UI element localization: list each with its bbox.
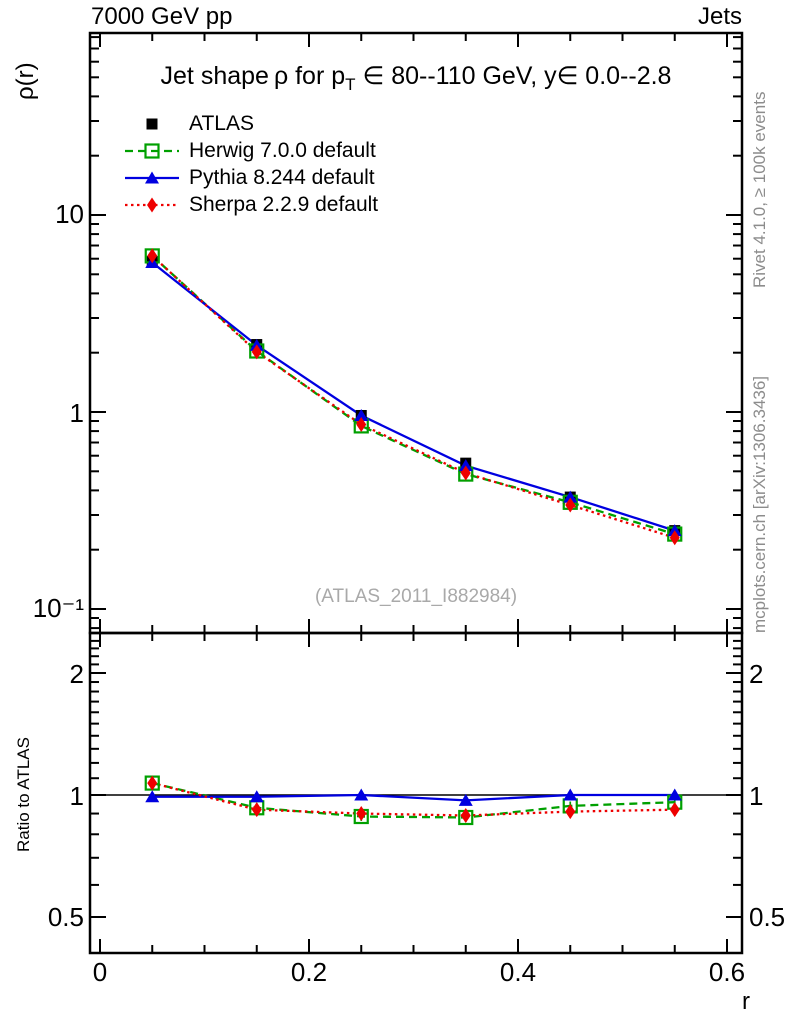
x-axis-label: r xyxy=(742,988,750,1015)
plot-title-subscript: T xyxy=(345,75,356,94)
herwig-marker-icon xyxy=(124,142,180,160)
plot-title-post: ∈ 80--110 GeV, y∈ 0.0--2.8 xyxy=(355,62,672,90)
legend-label-sherpa: Sherpa 2.2.9 default xyxy=(189,192,379,216)
plot-title: Jet shape ρ for pT ∈ 80--110 GeV, y∈ 0.0… xyxy=(90,61,742,95)
main-ytick-1: 1 xyxy=(69,398,84,428)
beam-energy-label: 7000 GeV pp xyxy=(91,3,233,30)
legend-label-pythia: Pythia 8.244 default xyxy=(189,165,375,189)
xtick-0: 0 xyxy=(92,957,108,987)
legend-item-atlas: ATLAS xyxy=(124,110,378,137)
ratio-ytick-right-2: 2 xyxy=(749,659,764,689)
main-y-axis-label: ρ(r) xyxy=(12,62,39,100)
ratio-ytick-left-1: 1 xyxy=(69,781,84,811)
pythia-marker-icon xyxy=(124,169,180,187)
ratio-ytick-left-0p5: 0.5 xyxy=(47,902,84,932)
legend-label-herwig: Herwig 7.0.0 default xyxy=(189,138,376,162)
ratio-ytick-right-0p5: 0.5 xyxy=(749,902,786,932)
legend: ATLAS Herwig 7.0.0 default Pythia 8.244 … xyxy=(124,110,378,218)
xtick-0p6: 0.6 xyxy=(708,957,746,987)
legend-item-sherpa: Sherpa 2.2.9 default xyxy=(124,191,378,218)
xtick-0p2: 0.2 xyxy=(290,957,328,987)
legend-item-herwig: Herwig 7.0.0 default xyxy=(124,137,378,164)
main-ytick-10: 10 xyxy=(55,199,84,229)
analysis-id-watermark: (ATLAS_2011_I882984) xyxy=(314,586,518,607)
rivet-version-note: Rivet 4.1.0, ≥ 100k events xyxy=(750,91,769,288)
ratio-ytick-right-1: 1 xyxy=(749,781,764,811)
mcplots-arxiv-note: mcplots.cern.ch [arXiv:1306.3436] xyxy=(750,375,769,633)
atlas-marker-icon xyxy=(124,115,180,133)
xtick-0p4: 0.4 xyxy=(499,957,537,987)
main-ytick-0p1: 10⁻¹ xyxy=(32,593,84,623)
sherpa-marker-icon xyxy=(124,196,180,214)
process-label: Jets xyxy=(697,3,742,30)
ratio-ytick-left-2: 2 xyxy=(69,659,84,689)
legend-label-atlas: ATLAS xyxy=(189,111,254,135)
plot-title-pre: Jet shape ρ for p xyxy=(160,62,346,90)
legend-item-pythia: Pythia 8.244 default xyxy=(124,164,378,191)
